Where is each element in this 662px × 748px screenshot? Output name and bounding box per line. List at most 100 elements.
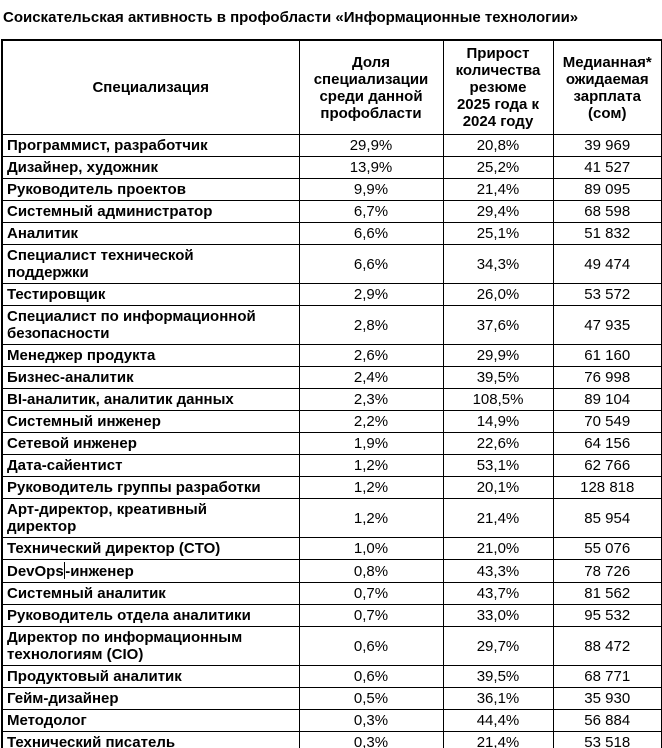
table-row: Руководитель проектов 9,9% 21,4% 89 095 [1,178,662,201]
salary-cell: 78 726 [552,559,662,583]
share-cell: 6,6% [298,244,444,284]
table-row: Продуктовый аналитик 0,6% 39,5% 68 771 [1,665,662,688]
growth-cell: 39,5% [442,665,554,688]
activity-table: Специализация Доля специализации среди д… [1,39,662,748]
salary-cell: 128 818 [552,476,662,499]
salary-cell: 95 532 [552,604,662,627]
table-row: Системный инженер 2,2% 14,9% 70 549 [1,410,662,433]
table-row: Технический директор (CTO) 1,0% 21,0% 55 07… [1,537,662,560]
salary-cell: 56 884 [552,709,662,732]
table-row: Дата-сайентист 1,2% 53,1% 62 766 [1,454,662,477]
table-row: Системный администратор 6,7% 29,4% 68 598 [1,200,662,223]
share-cell: 1,9% [298,432,444,455]
growth-cell: 36,1% [442,687,554,710]
salary-cell: 49 474 [552,244,662,284]
share-cell: 0,5% [298,687,444,710]
specialization-cell: Тестировщик [1,283,300,306]
share-cell: 1,2% [298,476,444,499]
growth-cell: 43,3% [442,559,554,583]
col-header-share: Доля специализации среди данной профобла… [298,39,444,135]
share-cell: 1,2% [298,454,444,477]
share-cell: 0,8% [298,559,444,583]
share-cell: 0,6% [298,626,444,666]
growth-cell: 37,6% [442,305,554,345]
table-row: BI-аналитик, аналитик данных 2,3% 108,5% 89… [1,388,662,411]
share-cell: 0,7% [298,604,444,627]
growth-cell: 22,6% [442,432,554,455]
specialization-cell: Технический писатель [1,731,300,748]
share-cell: 2,2% [298,410,444,433]
salary-cell: 68 771 [552,665,662,688]
salary-cell: 61 160 [552,344,662,367]
specialization-cell: Директор по информационным технологиям (… [1,626,300,666]
page-title: Соискательская активность в профобласти … [3,9,579,26]
growth-cell: 25,2% [442,156,554,179]
specialization-cell: Продуктовый аналитик [1,665,300,688]
growth-cell: 26,0% [442,283,554,306]
specialization-cell: Системный аналитик [1,582,300,605]
share-cell: 0,7% [298,582,444,605]
growth-cell: 39,5% [442,366,554,389]
share-cell: 2,8% [298,305,444,345]
table-row: Специалист по информационной безопасност… [1,305,662,345]
salary-cell: 81 562 [552,582,662,605]
growth-cell: 14,9% [442,410,554,433]
salary-cell: 70 549 [552,410,662,433]
share-cell: 2,3% [298,388,444,411]
growth-cell: 21,4% [442,178,554,201]
salary-cell: 89 104 [552,388,662,411]
table-row: Руководитель отдела аналитики 0,7% 33,0% 95… [1,604,662,627]
share-cell: 6,6% [298,222,444,245]
specialization-cell: Менеджер продукта [1,344,300,367]
specialization-cell: Программист, разработчик [1,134,300,157]
salary-cell: 68 598 [552,200,662,223]
table-row: Арт-директор, креативный директор 1,2% 21,… [1,498,662,538]
specialization-cell: Руководитель отдела аналитики [1,604,300,627]
table-row: Гейм-дизайнер 0,5% 36,1% 35 930 [1,687,662,710]
table-row: Тестировщик 2,9% 26,0% 53 572 [1,283,662,306]
salary-cell: 51 832 [552,222,662,245]
salary-cell: 62 766 [552,454,662,477]
table-row: Сетевой инженер 1,9% 22,6% 64 156 [1,432,662,455]
salary-cell: 53 518 [552,731,662,748]
specialization-cell: Технический директор (CTO) [1,537,300,560]
share-cell: 2,9% [298,283,444,306]
specialization-cell: Руководитель группы разработки [1,476,300,499]
table-row: DevOps -инженер 0,8% 43,3% 78 726 [1,559,662,583]
share-cell: 0,3% [298,709,444,732]
specialization-cell: BI-аналитик, аналитик данных [1,388,300,411]
growth-cell: 29,4% [442,200,554,223]
table-row: Директор по информационным технологиям (… [1,626,662,666]
salary-cell: 41 527 [552,156,662,179]
salary-cell: 64 156 [552,432,662,455]
table-row: Технический писатель 0,3% 21,4% 53 518 [1,731,662,748]
growth-cell: 43,7% [442,582,554,605]
salary-cell: 85 954 [552,498,662,538]
specialization-cell: Сетевой инженер [1,432,300,455]
table-row: Дизайнер, художник 13,9% 25,2% 41 527 [1,156,662,179]
table-row: Аналитик 6,6% 25,1% 51 832 [1,222,662,245]
text-cursor [63,562,66,579]
specialization-cell: Гейм-дизайнер [1,687,300,710]
share-cell: 0,3% [298,731,444,748]
share-cell: 1,0% [298,537,444,560]
share-cell: 1,2% [298,498,444,538]
growth-cell: 20,8% [442,134,554,157]
table-row: Менеджер продукта 2,6% 29,9% 61 160 [1,344,662,367]
share-cell: 2,4% [298,366,444,389]
specialization-cell: Системный инженер [1,410,300,433]
growth-cell: 25,1% [442,222,554,245]
salary-cell: 55 076 [552,537,662,560]
specialization-cell: Аналитик [1,222,300,245]
specialization-cell: Специалист по информационной безопасност… [1,305,300,345]
table-header: Специализация Доля специализации среди д… [1,39,662,135]
salary-cell: 53 572 [552,283,662,306]
header-row: Специализация Доля специализации среди д… [1,39,662,135]
share-cell: 2,6% [298,344,444,367]
growth-cell: 44,4% [442,709,554,732]
table-body: Программист, разработчик 29,9% 20,8% 39 969… [1,134,662,748]
specialization-cell: Дизайнер, художник [1,156,300,179]
table-row: Системный аналитик 0,7% 43,7% 81 562 [1,582,662,605]
specialization-cell: Арт-директор, креативный директор [1,498,300,538]
share-cell: 13,9% [298,156,444,179]
